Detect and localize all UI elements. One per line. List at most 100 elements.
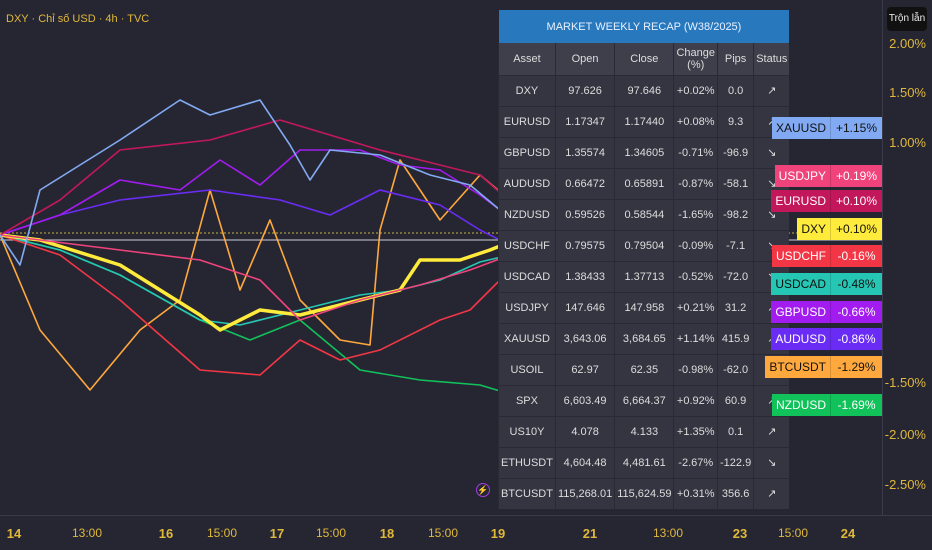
close-cell: 1.34605 [614,136,674,168]
pips-cell: -62.0 [716,353,754,385]
table-row: AUDUSD 0.66472 0.65891 -0.87% -58.1 ↘ [498,167,790,199]
series-label-nzdusd[interactable]: NZDUSD -1.69% [772,394,882,416]
pips-cell: -122.9 [716,446,754,478]
column-header: Pips [716,43,754,75]
series-label-usdchf[interactable]: USDCHF -0.16% [772,245,882,267]
close-cell: 1.37713 [614,260,674,292]
table-row: GBPUSD 1.35574 1.34605 -0.71% -96.9 ↘ [498,136,790,168]
asset-cell: ETHUSDT [498,446,556,478]
close-cell: 3,684.65 [614,322,674,354]
change-cell: -0.71% [673,136,718,168]
close-cell: 62.35 [614,353,674,385]
time-tick: 13:00 [71,526,103,540]
symbol-title[interactable]: DXY · Chỉ số USD · 4h · TVC [6,13,150,25]
open-cell: 3,643.06 [554,322,615,354]
series-change: -0.66% [830,301,882,323]
series-name: USDJPY [778,169,826,183]
time-axis[interactable]: 14 13:00 16 15:00 17 15:00 18 15:00 19 21 13:00 23 1… [0,515,932,550]
open-cell: 4,604.48 [554,446,615,478]
pips-cell: -58.1 [716,167,754,199]
change-cell: -0.52% [673,260,718,292]
pips-cell: 0.1 [716,415,754,447]
column-header: Status [753,43,790,75]
series-name: USDCAD [775,277,826,291]
asset-cell: USOIL [498,353,556,385]
series-change: +0.19% [830,165,882,187]
open-cell: 1.35574 [554,136,615,168]
change-cell: -1.65% [673,198,718,230]
change-cell: +0.02% [673,74,718,106]
open-cell: 0.79575 [554,229,615,261]
series-label-usdjpy[interactable]: USDJPY +0.19% [774,165,882,187]
open-cell: 115,268.01 [554,477,615,509]
series-change: +1.15% [830,117,882,139]
close-cell: 4.133 [614,415,674,447]
series-label-dxy[interactable]: DXY +0.10% [797,218,882,240]
series-line-eurusd[interactable] [0,119,571,236]
open-cell: 147.646 [554,291,615,323]
lightning-icon[interactable]: ⚡ [476,483,490,497]
price-tick: -1.50% [884,375,926,390]
time-tick: 15:00 [777,526,809,540]
series-label-gbpusd[interactable]: GBPUSD -0.66% [771,301,882,323]
close-cell: 0.58544 [614,198,674,230]
pips-cell: -7.1 [716,229,754,261]
mix-button[interactable]: Trộn lẫn [887,7,927,31]
series-label-btcusdt[interactable]: BTCUSDT -1.29% [765,356,882,378]
series-change: -0.86% [830,328,882,350]
pips-cell: -96.9 [716,136,754,168]
series-change: -1.69% [830,394,882,416]
close-cell: 6,664.37 [614,384,674,416]
series-line-dxy[interactable] [0,231,571,332]
series-label-audusd[interactable]: AUDUSD -0.86% [771,328,882,350]
series-label-eurusd[interactable]: EURUSD +0.10% [771,190,882,212]
time-tick: 14 [6,526,22,541]
table-row: BTCUSDT 115,268.01 115,624.59 +0.31% 356.6 ↗ [498,477,790,509]
price-tick: 1.00% [889,135,926,150]
price-tick: -2.00% [884,427,926,442]
change-cell: +0.31% [673,477,718,509]
close-cell: 115,624.59 [614,477,674,509]
column-header: Change (%) [673,43,718,75]
series-name: DXY [801,222,826,236]
table-row: US10Y 4.078 4.133 +1.35% 0.1 ↗ [498,415,790,447]
market-recap-table: MARKET WEEKLY RECAP (W38/2025) Asset Open… [498,10,790,509]
table-title: MARKET WEEKLY RECAP (W38/2025) [498,10,790,43]
series-name: AUDUSD [775,332,826,346]
close-cell: 1.17440 [614,105,674,137]
series-name: BTCUSDT [769,360,826,374]
open-cell: 0.66472 [554,167,615,199]
series-line-usdjpy[interactable] [0,221,571,321]
time-tick: 24 [840,526,856,541]
table-row: DXY 97.626 97.646 +0.02% 0.0 ↗ [498,74,790,106]
series-name: NZDUSD [776,398,826,412]
table-row: ETHUSDT 4,604.48 4,481.61 -2.67% -122.9 ↘ [498,446,790,478]
close-cell: 97.646 [614,74,674,106]
series-name: GBPUSD [775,305,826,319]
price-tick: -2.50% [884,477,926,492]
change-cell: -0.87% [673,167,718,199]
open-cell: 1.17347 [554,105,615,137]
time-tick: 15:00 [427,526,459,540]
series-change: -0.16% [830,245,882,267]
asset-cell: BTCUSDT [498,477,556,509]
series-line-gbpusd[interactable] [0,149,571,301]
series-label-xauusd[interactable]: XAUUSD +1.15% [771,117,882,139]
series-label-usdcad[interactable]: USDCAD -0.48% [771,273,882,295]
asset-cell: SPX [498,384,556,416]
change-cell: +0.08% [673,105,718,137]
pips-cell: 9.3 [716,105,754,137]
pips-cell: 60.9 [716,384,754,416]
time-tick: 15:00 [206,526,238,540]
price-axis[interactable]: 2.00% 1.50% 1.00% -1.50% -2.00% -2.50% [882,0,932,515]
time-tick: 13:00 [652,526,684,540]
asset-cell: USDJPY [498,291,556,323]
asset-cell: XAUUSD [498,322,556,354]
time-tick: 19 [490,526,506,541]
status-cell: ↗ [753,74,790,106]
change-cell: +0.92% [673,384,718,416]
change-cell: -2.67% [673,446,718,478]
change-cell: +0.21% [673,291,718,323]
